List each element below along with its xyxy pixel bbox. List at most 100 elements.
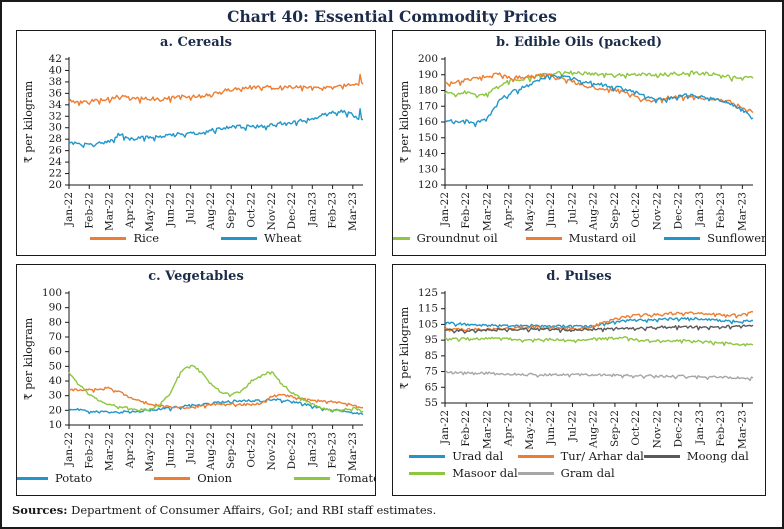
svg-text:26: 26 — [49, 145, 63, 157]
figure-title: Chart 40: Essential Commodity Prices — [227, 7, 557, 26]
svg-text:Apr-22: Apr-22 — [124, 432, 136, 469]
svg-text:Feb-23: Feb-23 — [715, 192, 727, 229]
svg-text:Jan-23: Jan-23 — [306, 432, 318, 467]
svg-text:70: 70 — [49, 331, 62, 343]
svg-text:Oct-22: Oct-22 — [245, 192, 257, 228]
svg-text:Jan-23: Jan-23 — [694, 192, 706, 227]
svg-text:Aug-22: Aug-22 — [588, 410, 600, 449]
svg-text:Jun-22: Jun-22 — [545, 192, 557, 228]
svg-text:130: 130 — [418, 163, 438, 175]
legend-line-swatch — [221, 236, 258, 240]
svg-text:150: 150 — [418, 132, 438, 144]
legend-item-rice: Rice — [90, 231, 159, 245]
svg-text:May-22: May-22 — [144, 432, 156, 471]
legend-label: Tomato — [337, 471, 376, 485]
svg-text:36: 36 — [49, 87, 63, 99]
svg-text:Mar-22: Mar-22 — [104, 192, 116, 231]
legend-label: Tur/ Arhar dal — [560, 449, 644, 463]
svg-text:10: 10 — [49, 419, 62, 431]
svg-text:75: 75 — [425, 366, 438, 378]
svg-text:₹ per kilogram: ₹ per kilogram — [398, 80, 411, 163]
svg-text:Sep-22: Sep-22 — [609, 192, 621, 229]
svg-text:Sep-22: Sep-22 — [609, 410, 621, 447]
svg-text:55: 55 — [425, 397, 438, 409]
panel-title-pulses: d. Pulses — [546, 269, 612, 284]
svg-text:30: 30 — [49, 390, 62, 402]
svg-text:85: 85 — [425, 350, 438, 362]
legend-line-swatch — [294, 476, 331, 480]
legend-item-tur-arhar-dal: Tur/ Arhar dal — [517, 449, 644, 463]
svg-text:Jun-22: Jun-22 — [164, 192, 176, 228]
legend-line-swatch — [409, 454, 446, 458]
legend-label: Sunflower oil — [707, 231, 766, 245]
svg-text:105: 105 — [418, 318, 438, 330]
svg-text:190: 190 — [418, 69, 438, 81]
svg-text:Jun-22: Jun-22 — [164, 432, 176, 468]
legend-line-swatch — [154, 476, 191, 480]
svg-text:May-22: May-22 — [144, 192, 156, 231]
svg-text:Jan-22: Jan-22 — [439, 192, 451, 227]
svg-text:Jan-22: Jan-22 — [439, 410, 451, 445]
svg-text:Apr-22: Apr-22 — [124, 192, 136, 229]
svg-text:80: 80 — [49, 316, 62, 328]
svg-text:Apr-22: Apr-22 — [503, 410, 515, 447]
svg-text:Nov-22: Nov-22 — [266, 192, 278, 230]
svg-text:Feb-22: Feb-22 — [460, 410, 472, 447]
edible-oils-chart: 120 130 140 150 160 170 180 190 200 Jan-22 Feb-22 M… — [398, 53, 754, 231]
legend-line-swatch — [517, 471, 554, 475]
svg-text:Mar-23: Mar-23 — [736, 410, 748, 449]
legend-label: Urad dal — [452, 449, 504, 463]
svg-text:Feb-22: Feb-22 — [83, 432, 95, 469]
svg-text:Jul-22: Jul-22 — [566, 410, 578, 442]
svg-text:Aug-22: Aug-22 — [588, 192, 600, 231]
panel-edible-oils: b. Edible Oils (packed) 120 130 140 150 160 1… — [392, 30, 766, 256]
svg-text:40: 40 — [49, 375, 62, 387]
svg-text:Nov-22: Nov-22 — [651, 410, 663, 448]
svg-text:Apr-22: Apr-22 — [503, 192, 515, 229]
legend-label: Gram dal — [560, 466, 615, 480]
svg-text:₹ per kilogram: ₹ per kilogram — [398, 306, 411, 389]
svg-text:65: 65 — [425, 381, 438, 393]
edible-oils-legend: Groundnut oil Mustard oil Sunflower oil — [393, 231, 765, 245]
svg-text:May-22: May-22 — [524, 192, 536, 231]
svg-text:Mar-23: Mar-23 — [347, 432, 359, 471]
svg-text:Jan-23: Jan-23 — [694, 410, 706, 445]
svg-text:60: 60 — [49, 346, 62, 358]
svg-text:Feb-22: Feb-22 — [83, 192, 95, 229]
svg-text:Oct-22: Oct-22 — [630, 410, 642, 446]
legend-label: Masoor dal — [452, 466, 518, 480]
svg-text:Sep-22: Sep-22 — [225, 432, 237, 469]
svg-text:Jan-22: Jan-22 — [63, 432, 75, 467]
svg-text:Dec-22: Dec-22 — [286, 432, 298, 469]
svg-text:Feb-22: Feb-22 — [460, 192, 472, 229]
svg-text:30: 30 — [49, 122, 62, 134]
svg-text:180: 180 — [418, 85, 438, 97]
svg-text:Jul-22: Jul-22 — [185, 432, 197, 464]
svg-text:95: 95 — [425, 334, 438, 346]
legend-label: Onion — [197, 471, 233, 485]
svg-text:200: 200 — [418, 53, 438, 65]
svg-text:22: 22 — [49, 168, 62, 180]
svg-text:Oct-22: Oct-22 — [245, 432, 257, 468]
vegetables-legend: Potato Onion Tomato — [17, 471, 375, 485]
svg-text:50: 50 — [49, 360, 62, 372]
svg-text:40: 40 — [49, 64, 62, 76]
legend-label: Groundnut oil — [416, 231, 498, 245]
cereals-legend: Rice Wheat — [17, 231, 375, 245]
svg-text:₹ per kilogram: ₹ per kilogram — [22, 317, 35, 400]
svg-text:May-22: May-22 — [524, 410, 536, 449]
pulses-legend: Urad dal Tur/ Arhar dal Moong dal Masoor da… — [393, 449, 765, 480]
svg-text:125: 125 — [418, 287, 438, 299]
svg-text:Mar-23: Mar-23 — [736, 192, 748, 231]
svg-text:Mar-22: Mar-22 — [481, 410, 493, 449]
legend-line-swatch — [409, 471, 446, 475]
legend-line-swatch — [525, 236, 562, 240]
svg-text:Mar-22: Mar-22 — [481, 192, 493, 231]
svg-text:Oct-22: Oct-22 — [630, 192, 642, 228]
svg-text:Aug-22: Aug-22 — [205, 432, 217, 471]
svg-text:Jul-22: Jul-22 — [566, 192, 578, 224]
legend-line-swatch — [517, 454, 554, 458]
sources-note: Sources: Department of Consumer Affairs,… — [12, 503, 772, 517]
svg-text:140: 140 — [418, 148, 438, 160]
legend-label: Moong dal — [686, 449, 749, 463]
